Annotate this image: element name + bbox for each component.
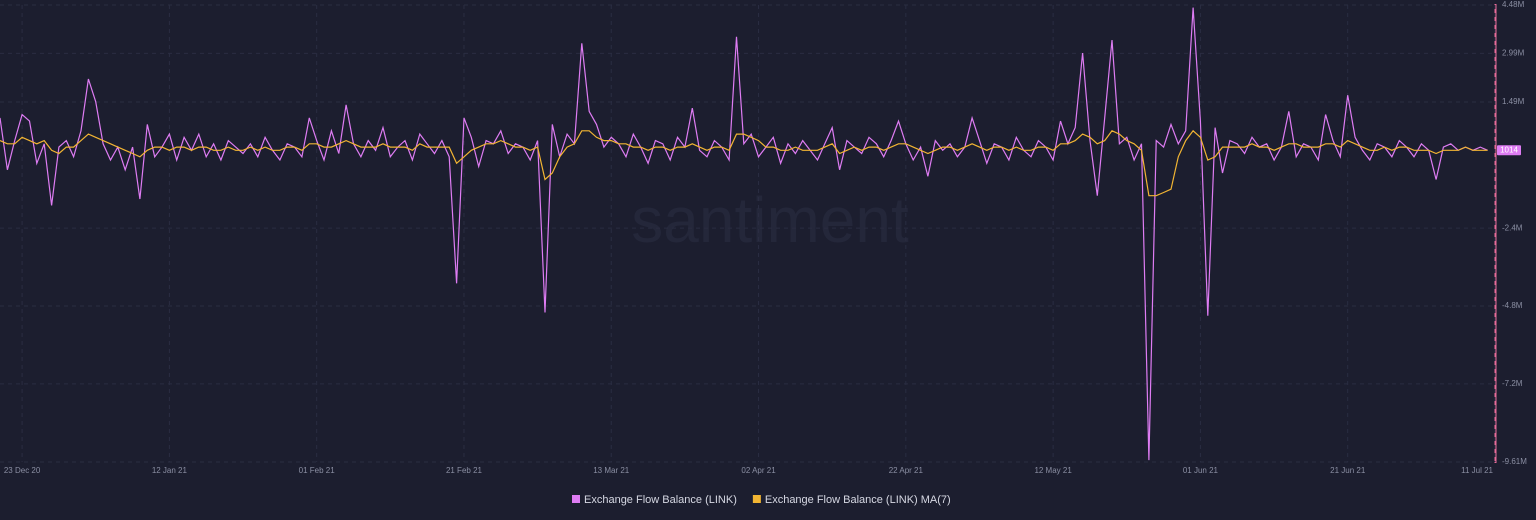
x-tick-label: 23 Dec 20 xyxy=(4,466,41,475)
x-tick-label: 21 Feb 21 xyxy=(446,466,483,475)
x-tick-label: 21 Jun 21 xyxy=(1330,466,1366,475)
series-line xyxy=(0,129,1488,197)
x-tick-label: 13 Mar 21 xyxy=(593,466,630,475)
legend-label: Exchange Flow Balance (LINK) MA(7) xyxy=(765,494,951,506)
x-tick-label: 11 Jul 21 xyxy=(1461,466,1493,475)
y-tick-label: -2.4M xyxy=(1502,223,1523,232)
legend-swatch xyxy=(752,495,761,503)
grid xyxy=(0,4,1496,463)
x-tick-label: 01 Feb 21 xyxy=(299,466,336,475)
x-tick-label: 12 Jan 21 xyxy=(152,466,188,475)
y-tick-label: 4.48M xyxy=(1502,0,1525,9)
x-tick-label: 12 May 21 xyxy=(1034,466,1072,475)
legend-label: Exchange Flow Balance (LINK) xyxy=(584,494,737,506)
watermark: santiment xyxy=(631,184,909,256)
x-tick-label: 01 Jun 21 xyxy=(1183,466,1219,475)
y-tick-label: -4.8M xyxy=(1502,301,1523,310)
y-tick-label: -7.2M xyxy=(1502,379,1523,388)
legend: Exchange Flow Balance (LINK) Exchange Flo… xyxy=(572,494,951,506)
y-tick-label: 2.99M xyxy=(1502,48,1525,57)
y-tick-label: -9.61M xyxy=(1502,457,1527,466)
legend-swatch xyxy=(572,495,580,503)
x-tick-label: 02 Apr 21 xyxy=(741,466,776,475)
x-tick-label: 22 Apr 21 xyxy=(889,466,924,475)
last-value-label: 1014 xyxy=(1500,145,1518,154)
last-value-badge xyxy=(1497,145,1521,156)
y-tick-label: 1.49M xyxy=(1502,97,1525,106)
